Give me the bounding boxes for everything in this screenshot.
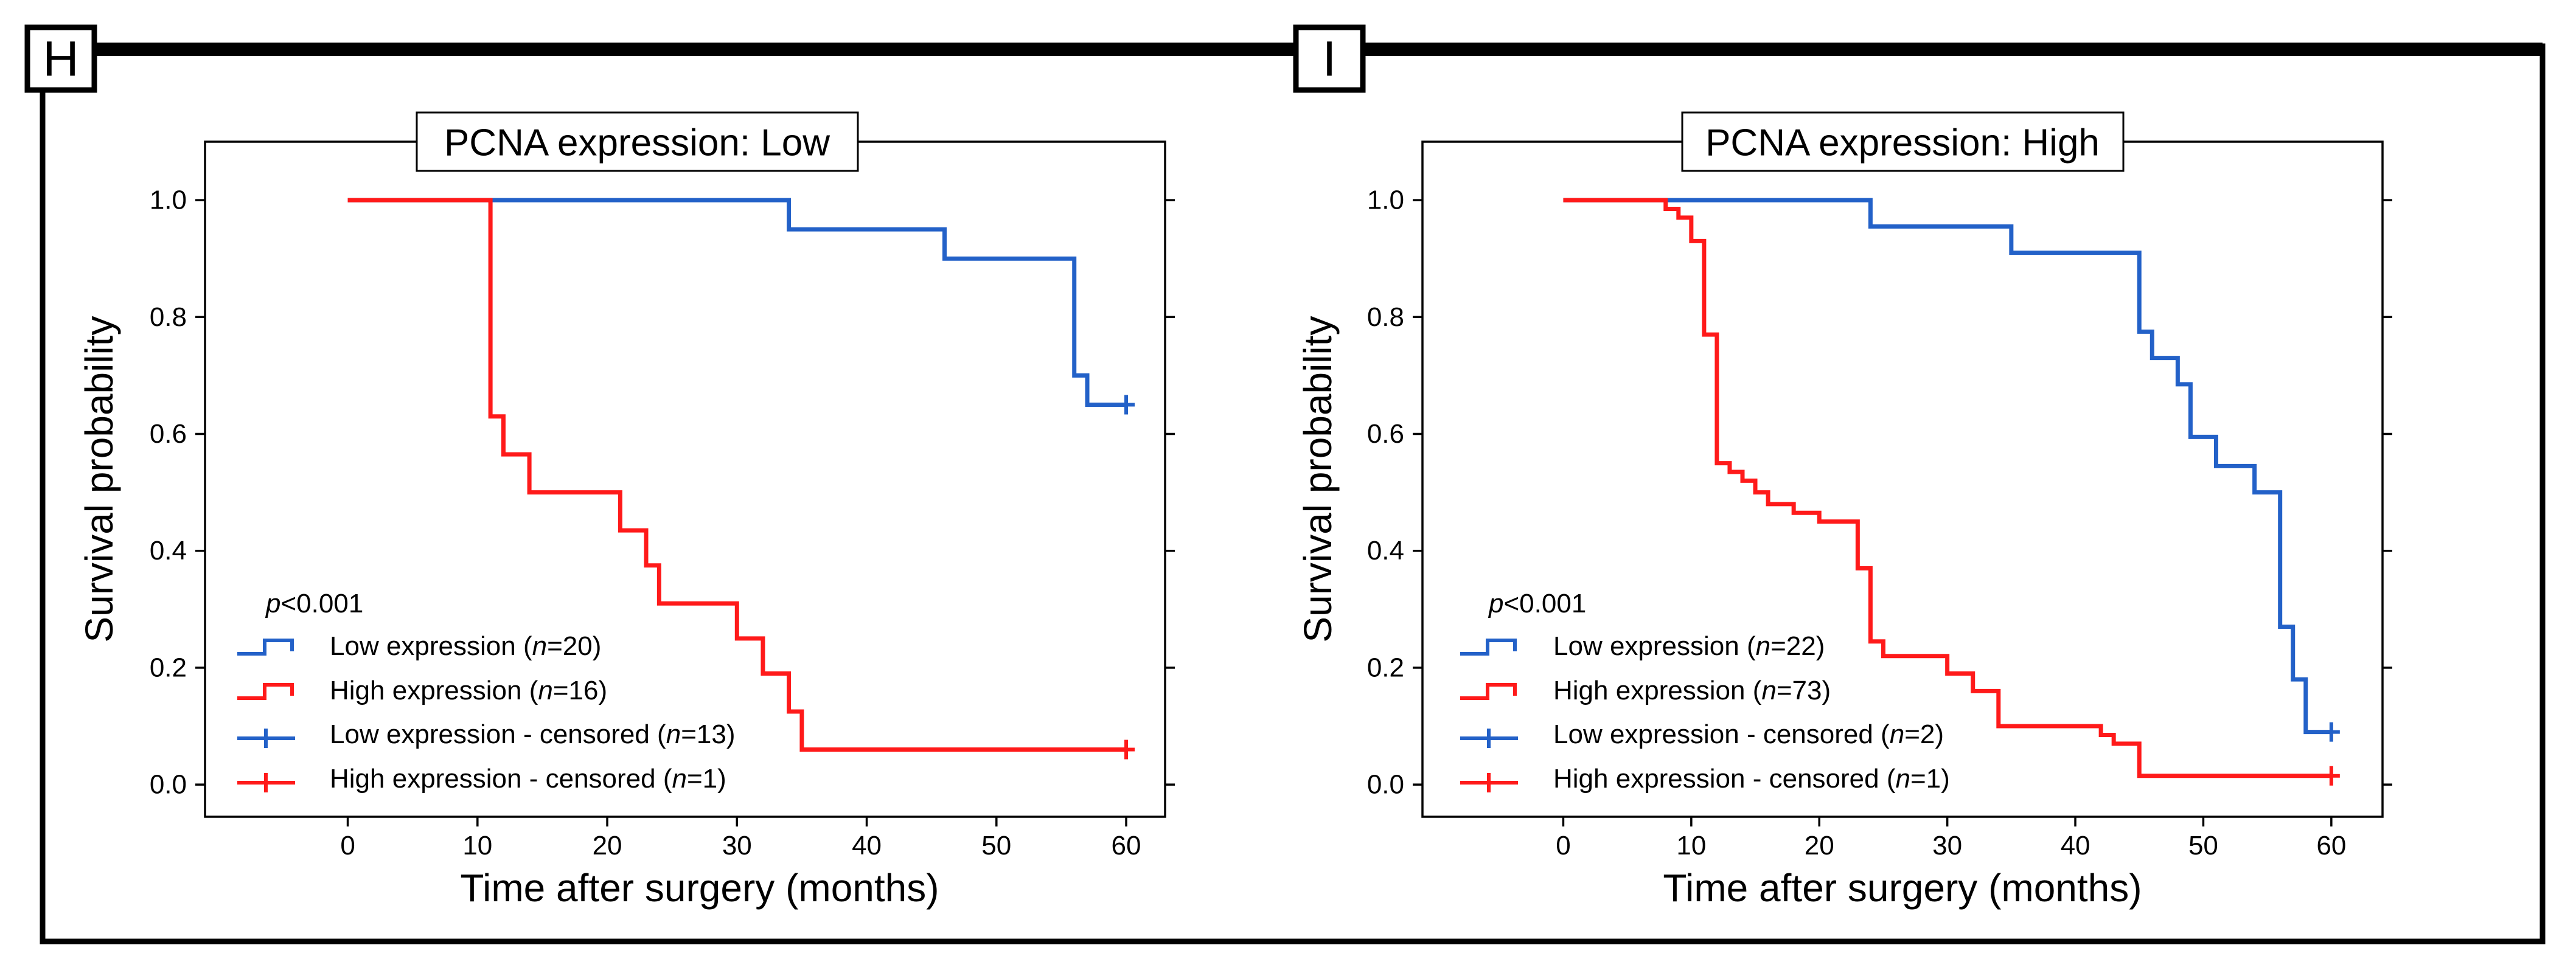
y-tick-label: 0.0 — [1367, 770, 1404, 800]
chart-title: PCNA expression: Low — [444, 122, 830, 164]
legend: Low expression (n=22) High expression (n… — [1460, 631, 1950, 794]
legend: Low expression (n=20) High expression (n… — [237, 631, 736, 794]
plot-area-frame — [204, 140, 1166, 818]
panel-letter-box-i — [1293, 24, 1366, 93]
x-tick-label: 20 — [1805, 831, 1834, 861]
km-curve-high-expression — [347, 198, 1127, 752]
km-chart-pcna-high: 0 10 20 30 40 50 60 0.0 0.2 0.4 0.6 0.8 1.0 PCNA exp… — [1296, 111, 2392, 910]
p-value-annotation: p<0.001 — [1488, 589, 1586, 618]
y-tick-label: 0.8 — [150, 302, 187, 332]
y-tick-label: 0.6 — [1367, 419, 1404, 449]
km-curve-low-expression — [347, 198, 1127, 407]
x-tick-label: 10 — [462, 831, 492, 861]
p-value-annotation: p<0.001 — [265, 589, 363, 618]
legend-low-censored-icon — [237, 729, 295, 748]
x-tick-label: 30 — [722, 831, 752, 861]
figure-frame — [40, 43, 2546, 944]
km-chart-pcna-low: 0 10 20 30 40 50 60 0.0 0.2 0.4 0.6 0.8 1.0 PCNA exp… — [77, 111, 1175, 910]
y-tick-label: 0.4 — [150, 536, 187, 566]
x-tick-label: 40 — [852, 831, 882, 861]
x-axis-label: Time after surgery (months) — [1663, 866, 2142, 910]
y-axis-label: Survival probability — [1296, 316, 1340, 642]
plot-area-frame — [1421, 140, 2384, 818]
km-curve-high-expression — [1563, 198, 2331, 778]
chart-title-box — [1681, 111, 2125, 172]
x-tick-label: 0 — [1556, 831, 1570, 861]
x-tick-label: 50 — [2188, 831, 2218, 861]
legend-label-low-censored: Low expression - censored (n=2) — [1553, 719, 1944, 749]
x-tick-label: 30 — [1932, 831, 1962, 861]
y-tick-label: 0.2 — [1367, 653, 1404, 682]
legend-label-high-censored: High expression - censored (n=1) — [1553, 764, 1950, 794]
panel-letter-i: I — [1323, 32, 1337, 87]
legend-low-censored-icon — [1460, 729, 1518, 748]
x-tick-label: 40 — [2061, 831, 2090, 861]
legend-low-expression-icon — [1460, 639, 1517, 656]
y-tick-label: 0.4 — [1367, 536, 1404, 566]
y-axis-label: Survival probability — [77, 316, 121, 642]
legend-high-expression-icon — [1460, 683, 1517, 700]
legend-label-high-expression: High expression (n=16) — [330, 676, 607, 705]
legend-high-expression-icon — [237, 683, 294, 700]
y-tick-label: 0.8 — [1367, 302, 1404, 332]
y-tick-label: 0.2 — [150, 653, 187, 682]
y-tick-label: 1.0 — [150, 185, 187, 215]
legend-label-high-censored: High expression - censored (n=1) — [330, 764, 726, 794]
x-axis-label: Time after surgery (months) — [460, 866, 939, 910]
legend-label-low-expression: Low expression (n=22) — [1553, 631, 1825, 661]
x-tick-label: 20 — [593, 831, 622, 861]
chart-title-box — [416, 111, 859, 172]
x-tick-label: 0 — [340, 831, 355, 861]
y-tick-label: 0.6 — [150, 419, 187, 449]
y-tick-label: 1.0 — [1367, 185, 1404, 215]
legend-high-censored-icon — [237, 773, 295, 792]
x-tick-label: 10 — [1676, 831, 1706, 861]
panel-letter-box-h — [24, 24, 97, 93]
legend-low-expression-icon — [237, 639, 294, 656]
km-curve-low-expression — [1563, 198, 2331, 735]
legend-label-low-expression: Low expression (n=20) — [330, 631, 601, 661]
x-tick-label: 60 — [2316, 831, 2346, 861]
chart-title: PCNA expression: High — [1705, 122, 2100, 164]
panel-letter-h: H — [43, 32, 78, 87]
figure-top-bar — [43, 43, 2543, 56]
legend-label-low-censored: Low expression - censored (n=13) — [330, 719, 736, 749]
x-tick-label: 60 — [1112, 831, 1141, 861]
legend-high-censored-icon — [1460, 773, 1518, 792]
x-tick-label: 50 — [981, 831, 1011, 861]
y-tick-label: 0.0 — [150, 770, 187, 800]
legend-label-high-expression: High expression (n=73) — [1553, 676, 1831, 705]
